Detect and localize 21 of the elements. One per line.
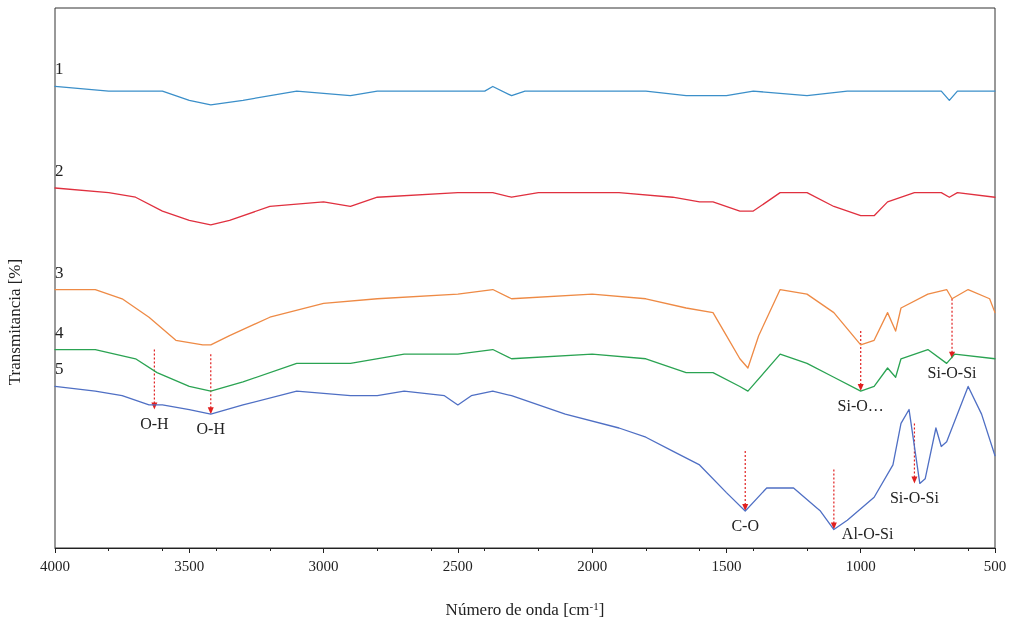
x-tick-label: 3000 bbox=[308, 557, 339, 574]
y-axis-title: Transmitancia [%] bbox=[5, 258, 24, 386]
series-label: 5 bbox=[55, 359, 64, 379]
x-tick-label: 1500 bbox=[711, 557, 742, 574]
annotation: C-O bbox=[731, 516, 760, 534]
series-label: 4 bbox=[55, 322, 64, 342]
x-tick-label: 500 bbox=[983, 557, 1007, 574]
annotation: O-H bbox=[140, 415, 170, 433]
x-tick-label: 4000 bbox=[40, 557, 70, 574]
annotation: Al-O-Si bbox=[841, 525, 894, 543]
x-tick-label: 2500 bbox=[442, 557, 473, 574]
annotation: Si-O-Si bbox=[927, 364, 978, 382]
annotation: Si-O-Si bbox=[889, 488, 940, 506]
x-tick-label: 3500 bbox=[174, 557, 205, 574]
annotation: O-H bbox=[196, 419, 226, 437]
series-label: 3 bbox=[55, 262, 64, 282]
x-tick-label: 1000 bbox=[845, 557, 876, 574]
series-label: 2 bbox=[55, 161, 64, 180]
annotation: Si-O… bbox=[837, 396, 884, 414]
series-label: 1 bbox=[55, 59, 64, 79]
x-tick-label: 2000 bbox=[577, 557, 608, 574]
